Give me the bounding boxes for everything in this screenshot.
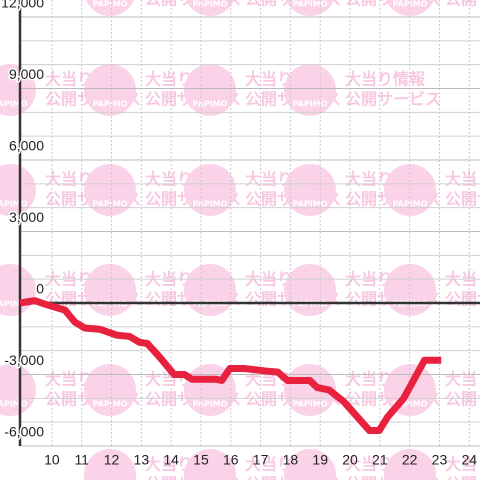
watermark-text: 公開サービス xyxy=(445,290,480,309)
watermark-circle xyxy=(284,64,336,116)
watermark-text: 大当り情報 xyxy=(445,170,480,189)
x-tick-label: 21 xyxy=(372,452,388,468)
watermark-text: 公開サービス xyxy=(445,390,480,409)
watermark-circle xyxy=(384,449,436,480)
watermark-brand: PAPIMO xyxy=(193,400,228,409)
x-tick-label: 13 xyxy=(134,452,150,468)
y-tick-label: -3,000 xyxy=(4,352,44,368)
watermark-brand: PAPIMO xyxy=(0,300,28,309)
watermark-circle xyxy=(184,164,236,216)
watermark-brand: PAPIMO xyxy=(0,200,28,209)
y-tick-label: 9,000 xyxy=(9,66,44,82)
x-tick-label: 20 xyxy=(342,452,358,468)
watermark-text: 公開サービス xyxy=(445,0,480,9)
x-tick-label: 12 xyxy=(104,452,120,468)
watermark-circle xyxy=(0,164,36,216)
watermark-text: 公開サービス xyxy=(345,90,441,109)
grid xyxy=(18,0,480,447)
watermark-text: 大当り情報 xyxy=(445,370,480,389)
watermark-circle xyxy=(84,449,136,480)
watermark-brand: PAPIMO xyxy=(93,200,128,209)
x-tick-label: 24 xyxy=(461,452,477,468)
watermark-brand: PAPIMO xyxy=(93,0,128,9)
y-tick-label: 6,000 xyxy=(9,138,44,154)
x-tick-label: 22 xyxy=(402,452,418,468)
watermark-circle xyxy=(286,0,334,16)
data-line xyxy=(19,297,442,435)
watermark-brand: PAPIMO xyxy=(193,200,228,209)
watermark-text: 大当り情報 xyxy=(445,455,480,474)
watermark-circle xyxy=(84,164,136,216)
watermark-text: 公開サービス xyxy=(445,475,480,480)
watermark-circle xyxy=(86,0,134,16)
x-tick-label: 11 xyxy=(74,452,89,468)
watermark-circle xyxy=(0,64,36,116)
watermark-brand: PAPIMO xyxy=(193,0,228,9)
x-tick-label: 19 xyxy=(312,452,328,468)
watermark-circle xyxy=(84,364,136,416)
y-tick-label: 0 xyxy=(36,281,44,297)
watermark-circle xyxy=(84,64,136,116)
x-tick-label: 23 xyxy=(432,452,448,468)
x-tick-label: 14 xyxy=(163,452,179,468)
x-tick-label: 15 xyxy=(193,452,209,468)
y-tick-label: 12,000 xyxy=(1,0,44,11)
watermark-circle xyxy=(284,164,336,216)
plot xyxy=(19,297,442,435)
watermark-brand: PAPIMO xyxy=(293,100,328,109)
watermark-circle xyxy=(186,0,234,16)
watermark-brand: PAPIMO xyxy=(293,400,328,409)
watermark-circle xyxy=(0,364,36,416)
watermark-brand: PAPIMO xyxy=(293,0,328,9)
watermark-text: 公開サービス xyxy=(445,190,480,209)
watermark-brand: PAPIMO xyxy=(0,400,28,409)
y-tick-label: 3,000 xyxy=(9,209,44,225)
x-tick-label: 10 xyxy=(44,452,60,468)
x-tick-label: 16 xyxy=(223,452,239,468)
watermark-brand: PAPIMO xyxy=(293,200,328,209)
x-tick-label: 18 xyxy=(283,452,299,468)
watermark-brand: PAPIMO xyxy=(93,400,128,409)
watermark-brand: PAPIMO xyxy=(93,100,128,109)
watermark-circle xyxy=(284,449,336,480)
x-tick-label: 17 xyxy=(253,452,269,468)
watermark-brand: PAPIMO xyxy=(193,100,228,109)
watermark-circle xyxy=(386,0,434,16)
watermark-circle xyxy=(184,64,236,116)
watermark-circle xyxy=(184,449,236,480)
labels: -6,000 -3,000 0 3,000 6,000 9,000 12,000 10 11 12… xyxy=(0,0,477,468)
watermark-brand: PAPIMO xyxy=(0,100,28,109)
y-tick-label: -6,000 xyxy=(4,424,44,440)
watermark-text: 大当り情報 xyxy=(345,70,426,89)
